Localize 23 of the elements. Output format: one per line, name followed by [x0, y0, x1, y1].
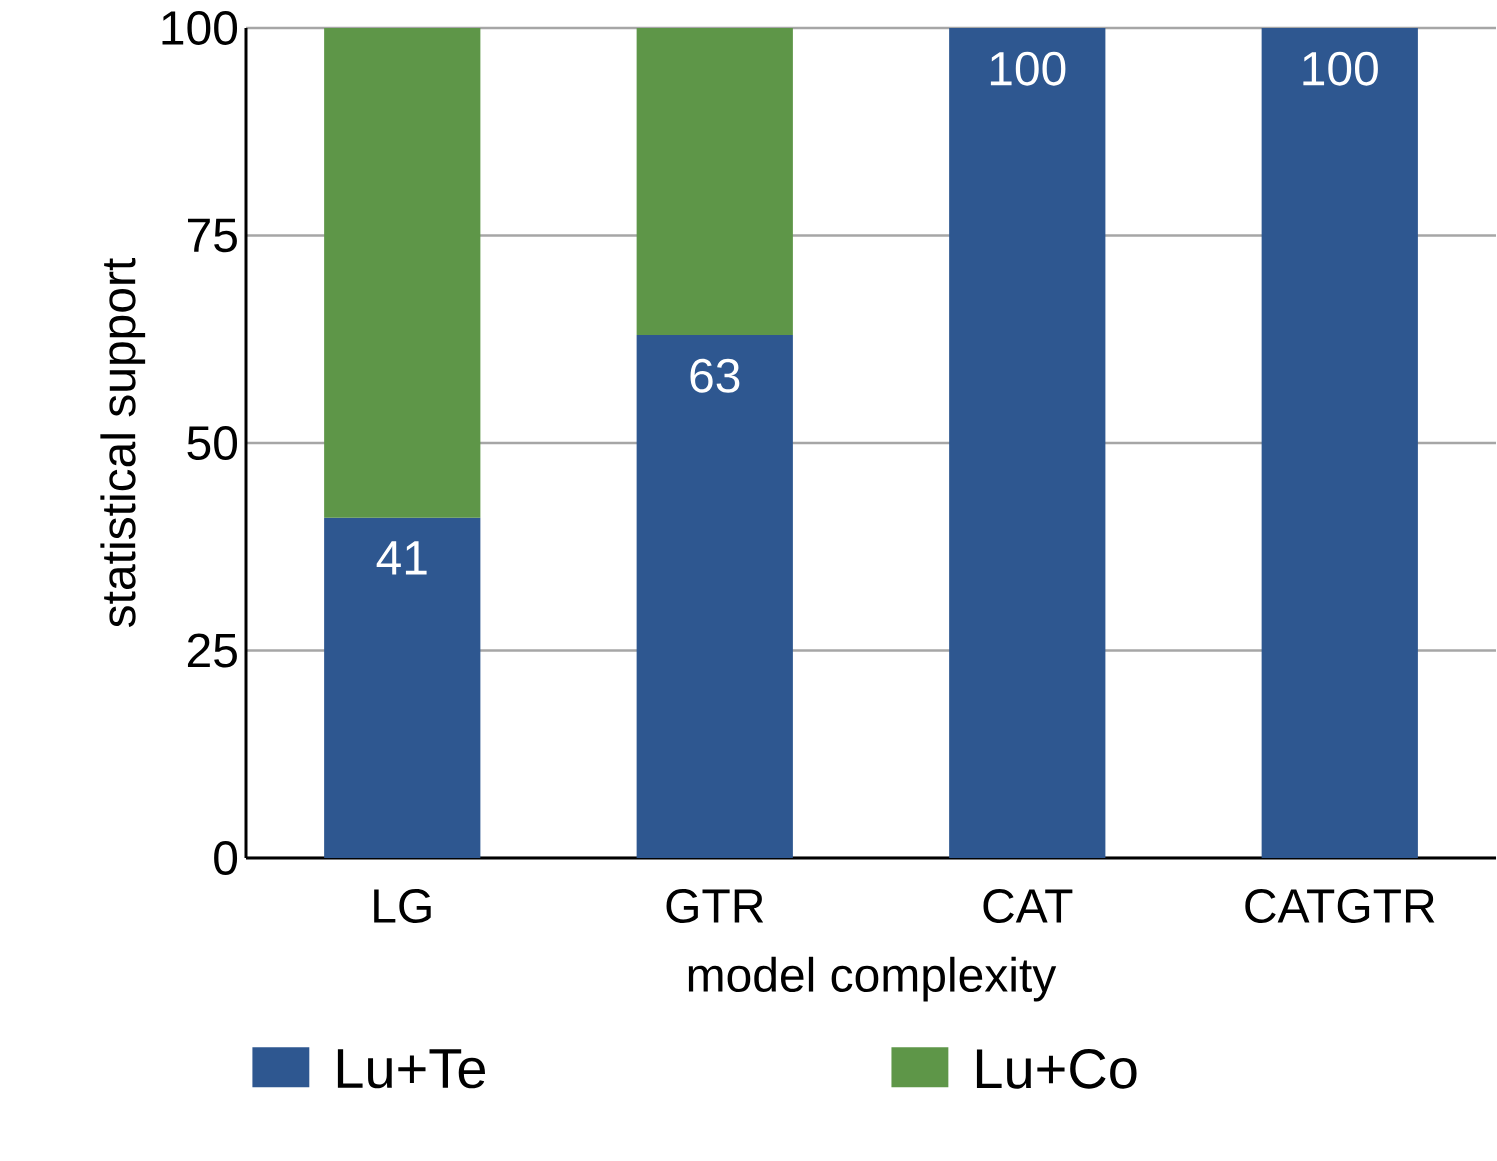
data-label: 41: [376, 541, 427, 575]
bar: [324, 517, 481, 858]
y-tick-label: 75: [187, 218, 237, 253]
x-tick-label: CAT: [983, 889, 1073, 924]
x-tick-label: CATGTR: [1245, 889, 1435, 924]
legend-label: Lu+Co: [976, 1049, 1137, 1089]
y-tick-label: 50: [187, 426, 238, 460]
x-axis-title: model complexity: [688, 956, 1057, 1002]
data-label: 63: [690, 358, 740, 393]
x-tick-label: GTR: [666, 889, 764, 924]
bar: [949, 27, 1106, 858]
y-tick-label: 100: [162, 11, 238, 45]
bar: [1261, 27, 1418, 858]
bar: [324, 27, 481, 518]
y-axis-title: statistical support: [100, 258, 146, 628]
bar: [636, 27, 793, 336]
data-label: 100: [1303, 51, 1378, 86]
x-tick-label: LG: [374, 889, 431, 924]
y-tick-label: 0: [214, 841, 238, 875]
y-tick-label: 25: [187, 633, 237, 668]
data-label: 100: [990, 51, 1066, 86]
bar: [636, 335, 793, 858]
legend-label: Lu+Te: [337, 1049, 485, 1089]
